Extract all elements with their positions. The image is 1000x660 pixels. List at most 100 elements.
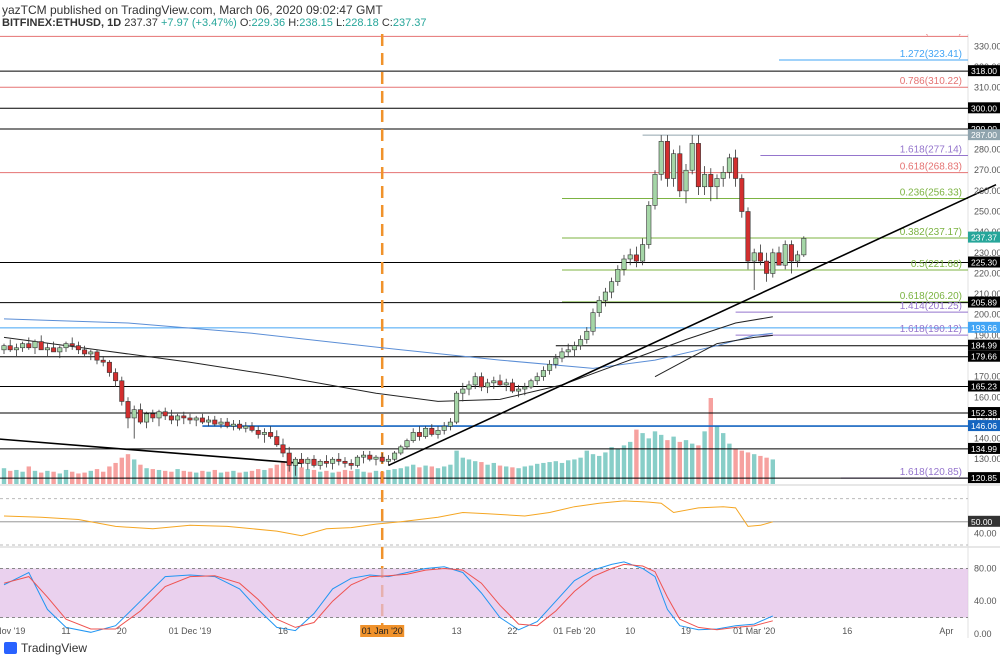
- candle-body: [764, 260, 770, 274]
- price-axis-tag: [968, 420, 1000, 432]
- volume-bar: [349, 470, 354, 484]
- time-axis-label: 01 Jan '20: [362, 626, 403, 636]
- price-axis-tick: 280.00: [974, 145, 1000, 155]
- candle-body: [131, 409, 137, 419]
- volume-bar: [640, 433, 645, 484]
- volume-bar: [566, 460, 571, 484]
- candle-body: [745, 211, 751, 262]
- candle-body: [528, 380, 534, 388]
- price-axis-tick: 220.00: [974, 268, 1000, 278]
- volume-bar: [423, 465, 428, 484]
- candle-body: [788, 244, 794, 262]
- volume-bar: [652, 431, 658, 484]
- price-axis-tag: [968, 256, 1000, 268]
- candle-body: [280, 444, 286, 454]
- volume-bar: [454, 450, 459, 484]
- volume-bar: [76, 473, 81, 484]
- volume-bar: [268, 468, 273, 484]
- time-axis-label: Apr: [939, 626, 953, 636]
- candle-body: [472, 376, 478, 386]
- volume-bar: [113, 462, 118, 484]
- candle-body: [565, 349, 571, 353]
- candle-body: [367, 454, 373, 460]
- candle-body: [88, 351, 94, 355]
- volume-bar: [739, 450, 744, 484]
- price-axis-tag-label: 290.00: [971, 124, 997, 134]
- stoch-axis-tick: 40.00: [974, 596, 997, 606]
- candle-body: [540, 370, 546, 377]
- candle-body: [224, 421, 230, 427]
- candle-body: [782, 244, 788, 266]
- candle-body: [206, 419, 212, 423]
- candle-body: [497, 380, 503, 386]
- candle-body: [590, 312, 596, 332]
- candle-body: [7, 345, 13, 351]
- volume-bar: [274, 464, 279, 484]
- candle-body: [106, 361, 112, 373]
- price-axis-tick: 260.00: [974, 186, 1000, 196]
- fib-level-label: 1.272(323.41): [900, 49, 962, 60]
- price-axis-tick: 330.00: [974, 41, 1000, 51]
- candle-body: [261, 432, 267, 435]
- candle-body: [330, 458, 336, 464]
- price-axis-tag-label: 134.99: [971, 444, 997, 454]
- price-axis-tag: [968, 442, 1000, 454]
- price-axis-tag: [968, 102, 1000, 114]
- close-value: 237.37: [392, 17, 427, 29]
- candle-body: [323, 460, 329, 464]
- volume-bar: [411, 464, 416, 484]
- trendline: [388, 183, 997, 467]
- candle-body: [348, 463, 354, 466]
- time-axis-label: 20: [117, 626, 127, 636]
- last-price: 237.37: [124, 17, 158, 29]
- volume-bar: [392, 469, 397, 484]
- moving-average-line: [3, 318, 773, 369]
- candle-body: [733, 157, 739, 179]
- volume-bar: [373, 470, 379, 484]
- date-marker-tag: [360, 625, 405, 637]
- volume-bar: [200, 470, 205, 484]
- volume-bar: [429, 466, 434, 484]
- candle-body: [454, 392, 460, 423]
- candle-body: [801, 238, 807, 256]
- candle-body: [683, 169, 689, 192]
- candle-body: [38, 341, 44, 351]
- candle-body: [547, 363, 553, 371]
- tradingview-logo[interactable]: TradingView: [4, 641, 87, 655]
- volume-bar: [535, 463, 540, 484]
- price-axis-tag: [968, 350, 1000, 362]
- volume-bar: [696, 445, 701, 484]
- symbol-label[interactable]: BITFINEX:ETHUSD, 1D: [2, 17, 122, 29]
- time-axis-label: 01 Nov '19: [0, 626, 25, 636]
- candle-body: [168, 415, 174, 421]
- candle-body: [354, 456, 360, 466]
- candle-body: [416, 432, 422, 437]
- volume-bar: [311, 469, 317, 484]
- price-axis-tick: 230.00: [974, 248, 1000, 258]
- open-label: O:: [239, 17, 252, 29]
- volume-bar: [386, 469, 391, 484]
- volume-bar: [590, 454, 596, 484]
- fib-level-label: 0.786(310.22): [900, 76, 962, 87]
- time-axis-label: 01 Feb '20: [553, 626, 595, 636]
- volume-bar: [497, 465, 503, 484]
- volume-bar: [132, 459, 137, 484]
- candle-body: [212, 419, 218, 425]
- moving-average-line: [654, 334, 773, 378]
- moving-average-line: [3, 316, 773, 402]
- high-label: H:: [288, 17, 300, 29]
- candle-body: [311, 458, 317, 466]
- candle-body: [739, 178, 745, 212]
- volume-bar: [398, 468, 403, 484]
- candle-body: [150, 413, 156, 419]
- candle-body: [646, 205, 652, 245]
- candle-body: [671, 153, 677, 179]
- candle-body: [652, 174, 658, 206]
- candle-body: [286, 452, 292, 466]
- volume-bar: [690, 443, 695, 484]
- candle-body: [100, 359, 106, 363]
- candle-body: [702, 174, 708, 188]
- candle-body: [392, 452, 398, 460]
- stoch-axis-tick: 0.00: [974, 629, 992, 639]
